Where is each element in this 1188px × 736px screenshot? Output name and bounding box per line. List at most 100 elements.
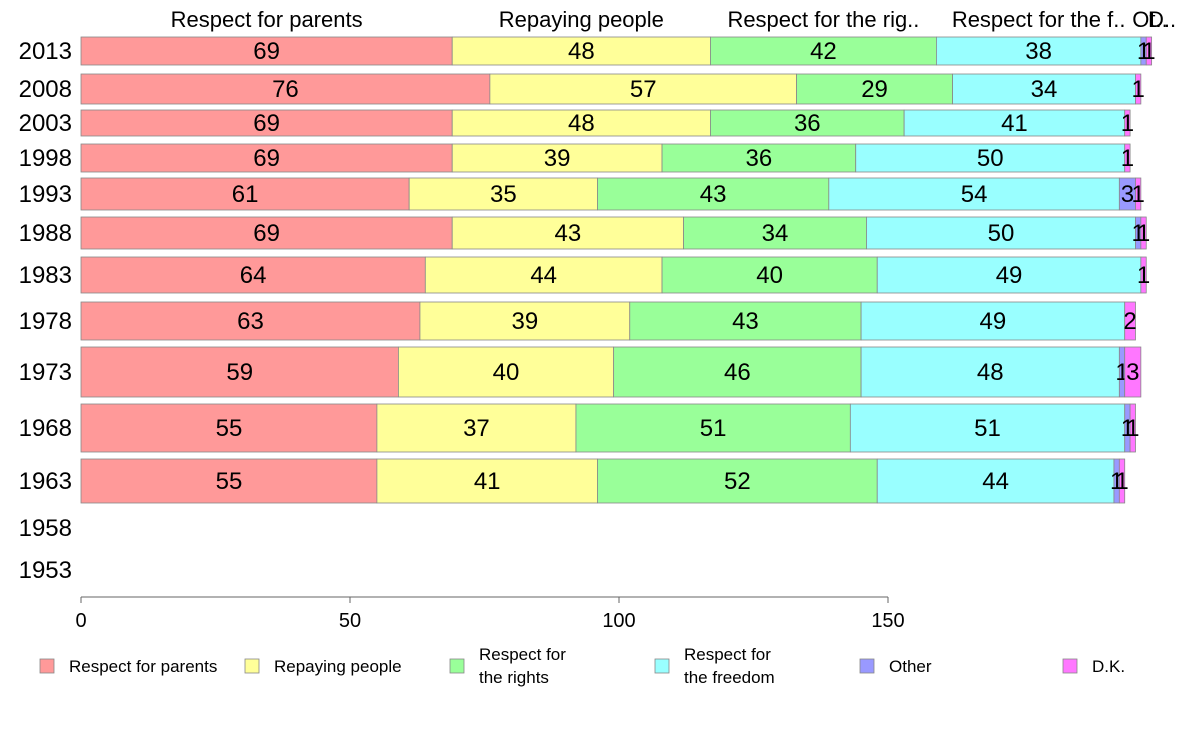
bar-segment <box>1140 256 1147 294</box>
bar-segment <box>1135 177 1142 211</box>
data-label: 44 <box>982 468 1009 495</box>
data-label: 57 <box>630 76 657 103</box>
bar-segment <box>80 177 410 211</box>
bar-segment <box>1118 458 1126 504</box>
bar-segment <box>1145 36 1153 66</box>
bar-segment <box>1124 301 1136 341</box>
bar-segment <box>80 143 453 173</box>
bar-segment <box>80 301 421 341</box>
bar-segment <box>661 143 857 173</box>
year-label: 1978 <box>19 308 72 335</box>
data-label: 63 <box>237 308 264 335</box>
bar-segment <box>80 403 378 453</box>
bar-segment <box>80 36 453 66</box>
bar-segment <box>855 143 1126 173</box>
bar-segment <box>1140 216 1147 250</box>
data-label: 51 <box>974 415 1001 442</box>
data-label: 43 <box>732 308 759 335</box>
bar-segment <box>408 177 598 211</box>
bar-segment <box>860 346 1120 398</box>
legend-label: Respect for <box>684 645 771 664</box>
data-label: 69 <box>253 220 280 247</box>
data-label: 3 <box>1126 359 1139 386</box>
legend-label: Repaying people <box>274 657 402 676</box>
data-label: 38 <box>1025 38 1052 65</box>
data-label: 1 <box>1115 468 1128 495</box>
data-label: 34 <box>1031 76 1058 103</box>
data-label: 48 <box>568 38 595 65</box>
year-label: 1983 <box>19 262 72 289</box>
year-label: 1998 <box>19 145 72 172</box>
data-label: 49 <box>996 262 1023 289</box>
x-tick-label: 100 <box>602 610 635 632</box>
data-label: 40 <box>493 359 520 386</box>
data-label: 50 <box>988 220 1015 247</box>
bar-segment <box>828 177 1120 211</box>
legend-swatch <box>39 658 55 674</box>
bar-segment <box>876 458 1115 504</box>
data-label: 64 <box>240 262 267 289</box>
legend-label: the rights <box>479 668 549 687</box>
year-label: 2013 <box>19 38 72 65</box>
data-label: 39 <box>511 308 538 335</box>
series-header-label: Respect for the rig.. <box>727 7 919 32</box>
data-label: 48 <box>568 110 595 137</box>
legend-swatch <box>654 658 670 674</box>
legend-label: D.K. <box>1092 657 1125 676</box>
data-label: 69 <box>253 145 280 172</box>
data-label: 43 <box>555 220 582 247</box>
bar-segment <box>489 73 797 105</box>
legend-label: Other <box>889 657 932 676</box>
data-label: 41 <box>1001 110 1028 137</box>
bar-segment <box>1124 346 1142 398</box>
year-label: 1953 <box>19 557 72 584</box>
bar-segment <box>424 256 663 294</box>
data-label: 50 <box>977 145 1004 172</box>
data-label: 44 <box>530 262 557 289</box>
data-label: 2 <box>1123 308 1136 335</box>
data-label: 41 <box>474 468 501 495</box>
bar-segment <box>860 301 1126 341</box>
data-label: 37 <box>463 415 490 442</box>
bar-segment <box>952 73 1136 105</box>
legend-label: the freedom <box>684 668 775 687</box>
year-label: 1963 <box>19 468 72 495</box>
data-label: 51 <box>700 415 727 442</box>
bar-segment <box>1135 73 1142 105</box>
data-label: 1 <box>1131 181 1144 208</box>
data-label: 1 <box>1142 38 1155 65</box>
bar-segment <box>710 109 905 137</box>
data-label: 1 <box>1126 415 1139 442</box>
bar-segment <box>451 143 663 173</box>
x-tick-label: 0 <box>75 610 86 632</box>
bar-segment <box>629 301 862 341</box>
data-label: 3 <box>1121 181 1134 208</box>
bar-segment <box>613 346 862 398</box>
data-label: 34 <box>762 220 789 247</box>
bar-segment <box>683 216 867 250</box>
data-label: 49 <box>980 308 1007 335</box>
year-label: 2008 <box>19 76 72 103</box>
data-label: 52 <box>724 468 751 495</box>
year-label: 1958 <box>19 515 72 542</box>
bar-segment <box>710 36 937 66</box>
bar-segment <box>903 109 1126 137</box>
bar-segment <box>80 346 399 398</box>
bar-segment <box>1124 109 1131 137</box>
data-label: 29 <box>861 76 888 103</box>
year-labels: 2013 2008 2003 1998 1993 1988 1983 1978 1973 1968… <box>19 38 72 584</box>
series-header-label: D.. <box>1148 7 1176 32</box>
data-label: 55 <box>216 468 243 495</box>
x-axis: 0 50 100 150 <box>75 596 905 632</box>
bar-segment <box>661 256 878 294</box>
year-label: 1968 <box>19 415 72 442</box>
series-header-label: Ot.. <box>1132 7 1167 32</box>
legend-label: Respect for parents <box>69 657 217 676</box>
data-label: 46 <box>724 359 751 386</box>
bar-segment <box>80 256 426 294</box>
data-label: 36 <box>794 110 821 137</box>
data-label: 40 <box>756 262 783 289</box>
year-label: 1988 <box>19 220 72 247</box>
year-label: 1973 <box>19 359 72 386</box>
series-header-labels: Respect for parents Repaying people Respec… <box>171 7 1176 32</box>
